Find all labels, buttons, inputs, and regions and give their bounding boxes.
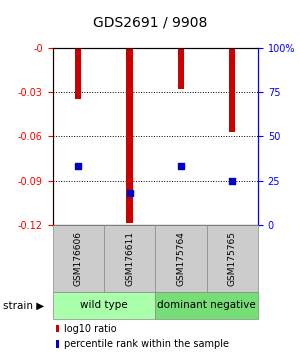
Point	[76, 164, 81, 169]
Text: log10 ratio: log10 ratio	[64, 324, 116, 333]
Point	[230, 178, 235, 183]
Bar	[52, 225, 104, 292]
Point	[178, 164, 183, 169]
Bar	[155, 225, 207, 292]
Bar	[207, 225, 258, 292]
Bar	[52, 292, 155, 319]
Text: dominant negative: dominant negative	[157, 300, 256, 310]
Bar	[104, 225, 155, 292]
Point	[127, 190, 132, 196]
Bar	[127, 48, 133, 223]
Text: GDS2691 / 9908: GDS2691 / 9908	[93, 16, 207, 30]
Bar	[75, 48, 81, 99]
Text: wild type: wild type	[80, 300, 128, 310]
Text: GSM175765: GSM175765	[228, 231, 237, 286]
Text: strain ▶: strain ▶	[3, 300, 44, 310]
Bar	[229, 48, 236, 132]
Bar	[178, 48, 184, 89]
Text: GSM175764: GSM175764	[176, 231, 185, 286]
Bar	[155, 292, 258, 319]
Text: GSM176611: GSM176611	[125, 231, 134, 286]
Text: percentile rank within the sample: percentile rank within the sample	[64, 339, 229, 349]
Text: GSM176606: GSM176606	[74, 231, 83, 286]
